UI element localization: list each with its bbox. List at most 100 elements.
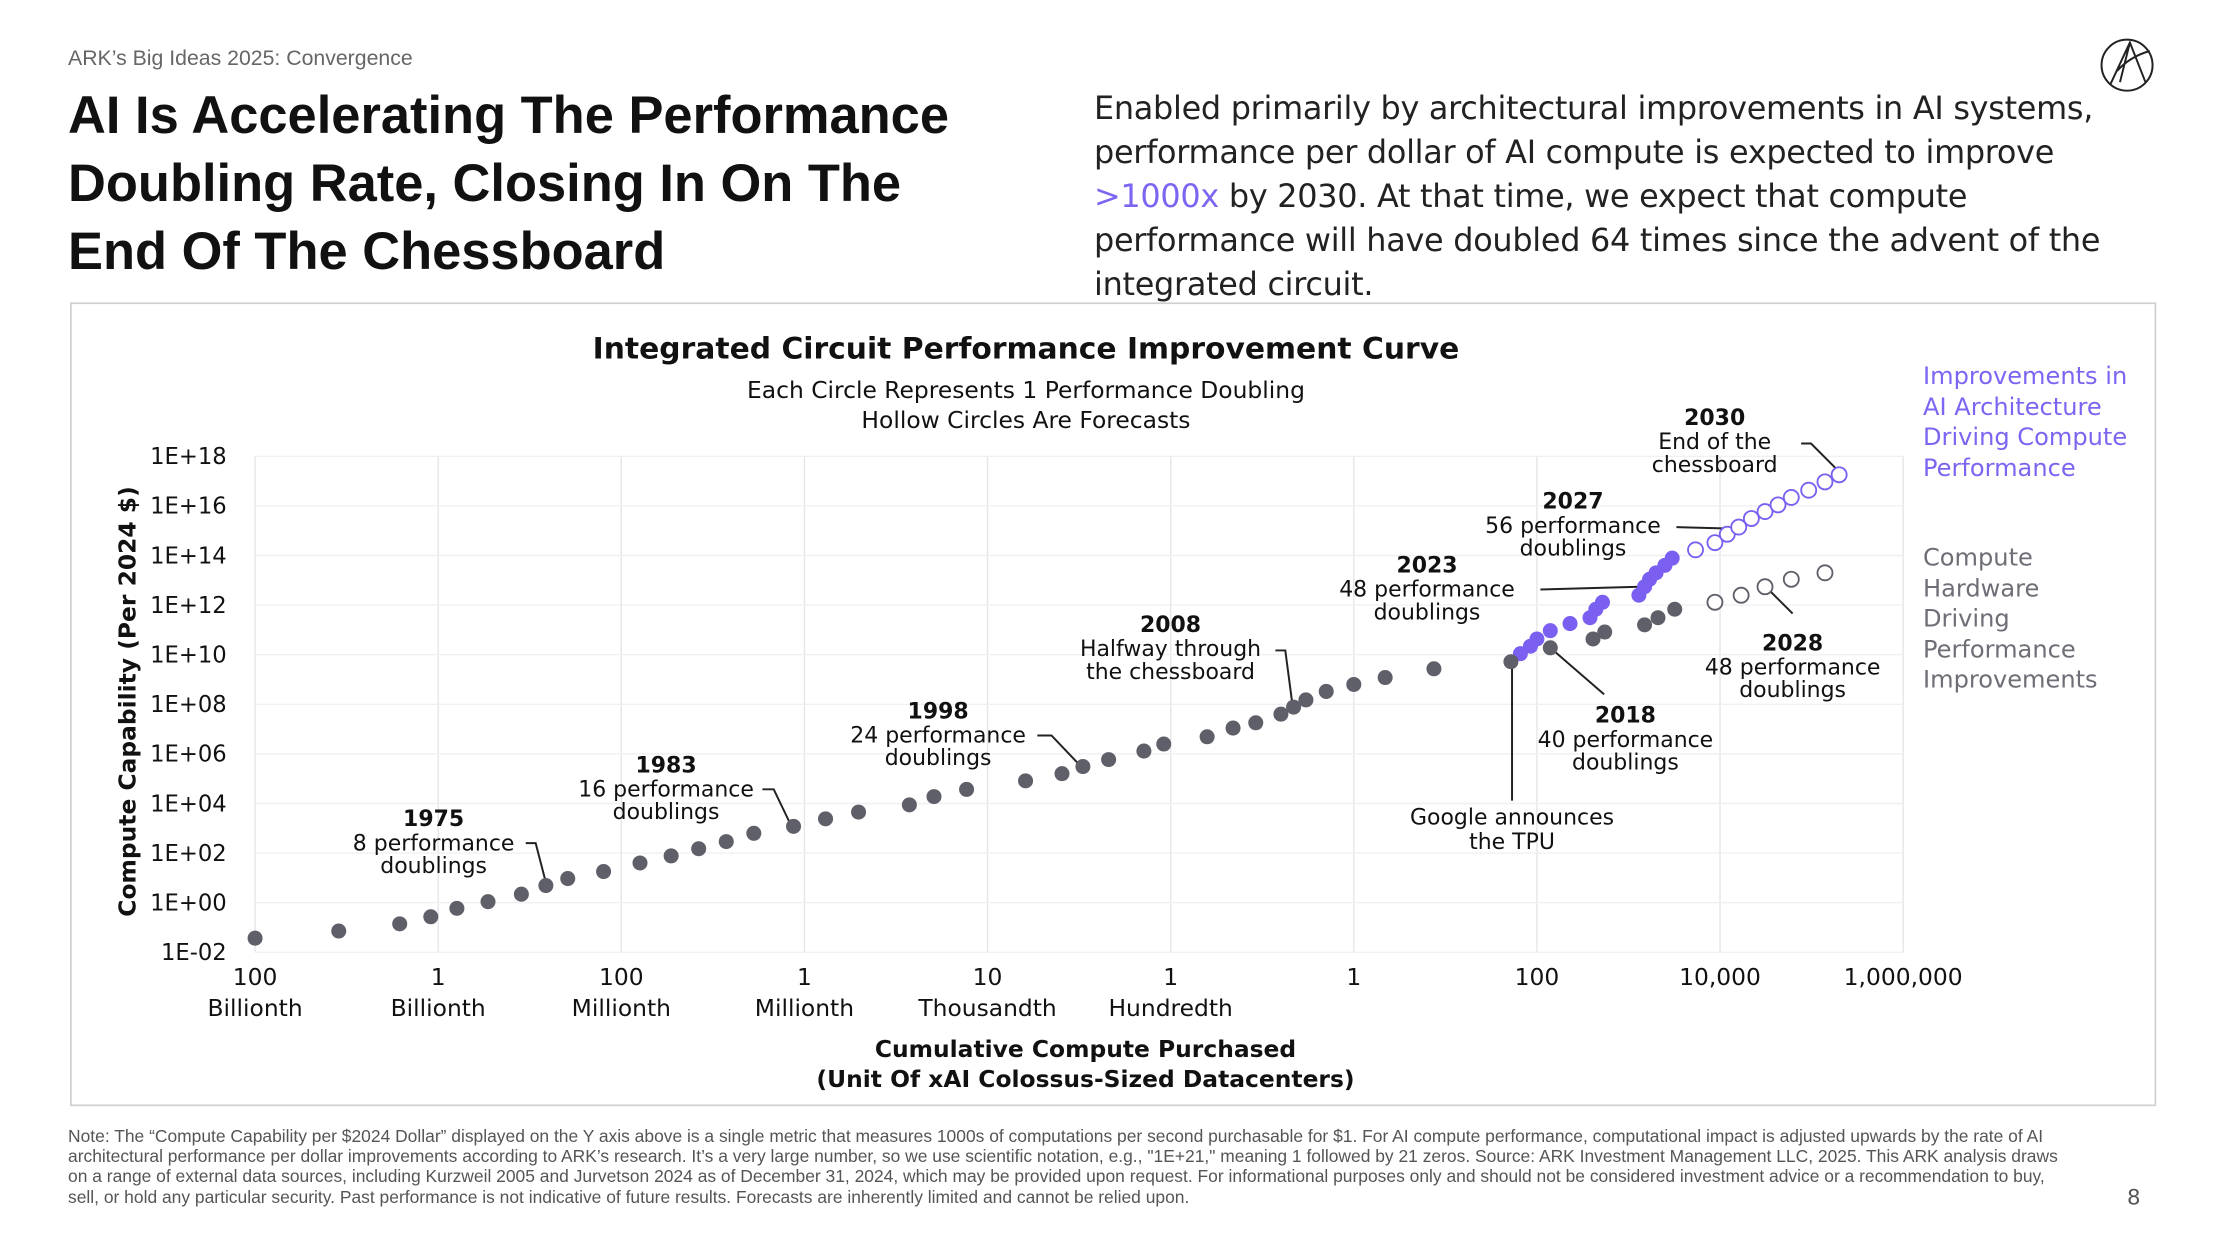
data-point [818, 811, 834, 827]
legend-entry: Compute Hardware Driving Performance Imp… [1922, 544, 2098, 695]
data-point [1286, 699, 1302, 715]
page-number: 8 [2127, 1184, 2141, 1211]
leader-line [525, 842, 547, 882]
summary: Enabled primarily by architectural impro… [1094, 88, 2171, 308]
footnote: Note: The “Compute Capability per $2024 … [68, 1126, 2058, 1207]
data-point [423, 909, 439, 925]
data-point [718, 834, 734, 850]
leader-line [1275, 649, 1294, 705]
annotation: Google announces the TPU [1410, 806, 1614, 853]
data-point [1667, 601, 1683, 617]
y-tick-label: 1E+08 [150, 690, 227, 718]
data-point [1273, 706, 1289, 722]
annotation-text: 8 performance doublings [352, 829, 515, 879]
summary-highlight: >1000x [1093, 178, 1220, 216]
data-point [1018, 773, 1034, 789]
annotation-year: 1975 [403, 806, 465, 832]
data-point [1136, 743, 1152, 759]
data-point [1101, 752, 1117, 768]
annotation: 1998 24 performance doublings [850, 700, 1026, 770]
slide-title: AI Is Accelerating The Performance Doubl… [68, 86, 950, 281]
data-point [1225, 720, 1241, 736]
x-tick-label: 10 Thousandth [918, 963, 1057, 1022]
annotation-text: End of the chessboard [1651, 428, 1778, 478]
y-tick-label: 1E-02 [160, 938, 227, 966]
annotation: 2023 48 performance doublings [1339, 554, 1515, 624]
x-tick-label: 100 Millionth [571, 963, 671, 1022]
annotation-text: Halfway through the chessboard [1079, 635, 1262, 685]
data-point [746, 825, 762, 841]
forecast-point [1782, 488, 1800, 506]
annotation-text: 24 performance doublings [850, 722, 1026, 771]
data-point [560, 871, 576, 887]
forecast-point [1816, 473, 1834, 491]
annotation: 2028 48 performance doublings [1705, 632, 1881, 702]
data-point [538, 878, 554, 894]
forecast-point [1782, 570, 1800, 588]
data-point [1248, 715, 1264, 731]
data-point [1377, 670, 1393, 686]
forecast-point [1742, 510, 1760, 527]
annotation-year: 2008 [1139, 612, 1202, 638]
data-point [247, 930, 263, 946]
data-point [1075, 758, 1091, 775]
data-point [1585, 631, 1601, 647]
data-point [1054, 766, 1070, 782]
annotation-year: 2030 [1684, 405, 1746, 431]
leader-line [1540, 585, 1644, 591]
x-axis-title: Cumulative Compute Purchased (Unit Of xA… [816, 1035, 1355, 1093]
data-point [1542, 640, 1558, 656]
x-tick-label: 10,000 [1679, 963, 1761, 991]
annotation-text: 56 performance doublings [1485, 512, 1661, 562]
data-point [1426, 661, 1442, 677]
kicker: ARK’s Big Ideas 2025: Convergence [68, 46, 413, 71]
legend-entry: Improvements in AI Architecture Driving … [1922, 362, 2128, 483]
summary-text: Enabled primarily by architectural impro… [1093, 90, 2094, 172]
forecast-point [1756, 503, 1774, 521]
forecast-point [1706, 534, 1724, 552]
leader-line [1801, 442, 1841, 473]
annotation-text: 48 performance doublings [1339, 576, 1515, 625]
summary-text: by 2030. At that time, we expect that co… [1093, 178, 2101, 304]
annotation: 1983 16 performance doublings [578, 754, 754, 824]
data-point [1594, 594, 1610, 610]
annotation-year: 2018 [1594, 702, 1656, 729]
data-point [1597, 624, 1613, 640]
y-tick-label: 1E+04 [150, 790, 227, 817]
data-point [596, 864, 612, 880]
data-point [632, 855, 648, 871]
data-point [1298, 692, 1314, 708]
annotation-text: 48 performance doublings [1704, 653, 1881, 703]
annotation: 2030 End of the chessboard [1652, 407, 1778, 477]
x-tick-label: 1 Hundredth [1108, 963, 1233, 1022]
y-tick-label: 1E+14 [150, 542, 227, 569]
chart-subtitle: Each Circle Represents 1 Performance Dou… [747, 376, 1305, 434]
forecast-point [1756, 578, 1774, 596]
data-point [926, 789, 942, 805]
data-point [480, 894, 496, 910]
annotation-year: 2028 [1762, 630, 1824, 657]
leader-line [762, 788, 792, 826]
x-tick-label: 1 Millionth [754, 963, 855, 1022]
data-point [392, 916, 408, 932]
data-point [959, 781, 975, 797]
data-point [691, 841, 707, 857]
y-tick-label: 1E+06 [150, 740, 227, 768]
x-tick-label: 1 [1346, 963, 1362, 991]
annotation: 1975 8 performance doublings [353, 808, 515, 878]
forecast-point [1732, 586, 1750, 604]
data-point [1529, 631, 1545, 647]
forecast-point [1769, 496, 1787, 514]
data-point [663, 848, 679, 864]
data-point [1650, 610, 1666, 626]
chart-title: Integrated Circuit Performance Improveme… [592, 331, 1460, 366]
annotation: 2018 40 performance doublings [1538, 704, 1714, 774]
annotation-year: 1983 [635, 752, 697, 778]
y-tick-label: 1E+18 [150, 442, 227, 470]
data-point [331, 923, 347, 939]
annotation-year: 2023 [1396, 552, 1458, 579]
annotation-year: 2027 [1542, 488, 1604, 515]
forecast-point [1800, 481, 1818, 499]
